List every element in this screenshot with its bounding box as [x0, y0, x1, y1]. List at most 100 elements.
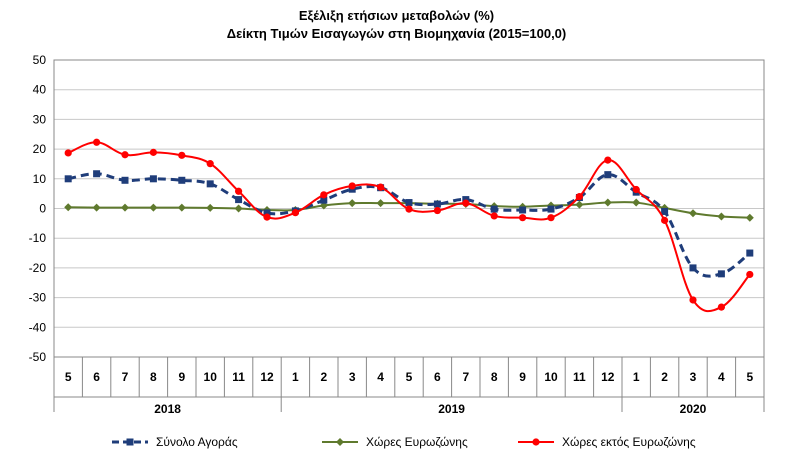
x-tick-label: 7: [462, 370, 469, 384]
data-point: [263, 209, 271, 217]
y-tick-label: 0: [39, 202, 46, 216]
data-point: [746, 270, 754, 279]
x-tick-label: 5: [406, 370, 413, 384]
chart-title: Εξέλιξη ετήσιων μεταβολών (%): [298, 8, 495, 23]
x-tick-label: 11: [573, 370, 586, 384]
data-point: [547, 205, 555, 213]
data-point: [632, 185, 640, 194]
legend-label: Χώρες Ευρωζώνης: [366, 435, 468, 449]
data-point: [320, 191, 328, 199]
legend-label: Χώρες εκτός Ευρωζώνης: [562, 435, 696, 449]
data-point: [717, 303, 726, 311]
x-tick-label: 6: [93, 370, 100, 384]
legend-marker: [336, 438, 344, 446]
data-point: [263, 213, 271, 221]
data-point: [206, 160, 214, 168]
data-point: [206, 180, 214, 188]
x-tick-label: 5: [746, 370, 753, 384]
data-point: [603, 198, 612, 207]
data-point: [93, 170, 101, 178]
data-point: [661, 216, 669, 224]
x-tick-label: 12: [260, 370, 274, 384]
y-tick-label: -20: [29, 261, 47, 275]
data-point: [575, 200, 584, 209]
data-point: [717, 270, 725, 278]
data-point: [177, 203, 186, 212]
data-point: [235, 187, 243, 195]
x-tick-label: 10: [204, 370, 218, 384]
x-tick-label: 4: [377, 370, 384, 384]
x-tick-label: 5: [65, 370, 72, 384]
x-tick-label: 3: [349, 370, 356, 384]
series-line: [67, 141, 751, 313]
y-tick-label: -30: [29, 291, 47, 305]
data-point: [519, 206, 527, 214]
data-point: [291, 209, 299, 217]
x-tick-label: 11: [232, 370, 245, 384]
y-tick-label: 10: [33, 172, 47, 186]
data-point: [433, 206, 441, 215]
x-tick-label: 9: [178, 370, 185, 384]
data-point: [604, 171, 612, 179]
data-point: [632, 198, 641, 207]
x-tick-label: 2: [320, 370, 327, 384]
x-tick-label: 12: [601, 370, 615, 384]
x-tick-label: 2: [661, 370, 668, 384]
data-point: [178, 176, 186, 184]
data-point: [689, 209, 697, 218]
data-point: [661, 207, 669, 215]
x-tick-label: 1: [633, 370, 640, 384]
data-point: [234, 204, 243, 213]
data-point: [178, 151, 186, 159]
x-tick-label: 7: [122, 370, 129, 384]
y-tick-label: -50: [29, 350, 47, 364]
data-point: [604, 156, 612, 164]
x-tick-label: 1: [292, 370, 299, 384]
x-tick-label: 4: [718, 370, 725, 384]
year-label: 2018: [154, 402, 181, 416]
data-point: [689, 296, 697, 304]
data-point: [121, 203, 129, 212]
data-point: [377, 183, 385, 191]
year-label: 2019: [438, 402, 465, 416]
x-tick-label: 6: [434, 370, 441, 384]
y-tick-label: -40: [29, 320, 47, 334]
legend-marker: [532, 438, 540, 446]
y-tick-label: 30: [33, 112, 47, 126]
data-point: [320, 196, 328, 204]
data-point: [717, 212, 726, 221]
data-point: [405, 205, 413, 213]
data-point: [206, 203, 215, 212]
series-line: [67, 172, 751, 278]
data-point: [405, 199, 413, 207]
y-tick-label: 40: [33, 83, 47, 97]
data-point: [149, 175, 157, 183]
data-point: [348, 199, 357, 208]
data-point: [64, 149, 72, 157]
data-point: [64, 175, 72, 183]
legend-label: Σύνολο Αγοράς: [156, 435, 238, 449]
data-point: [547, 214, 555, 222]
data-point: [490, 212, 498, 220]
x-tick-label: 3: [690, 370, 697, 384]
legend-marker: [126, 438, 134, 446]
data-point: [490, 205, 498, 213]
data-point: [745, 213, 754, 222]
x-tick-label: 8: [150, 370, 157, 384]
data-point: [64, 203, 73, 212]
data-point: [121, 176, 129, 184]
y-tick-label: -10: [29, 231, 47, 245]
x-tick-label: 9: [519, 370, 526, 384]
year-label: 2020: [680, 402, 707, 416]
data-point: [575, 193, 584, 201]
data-point: [376, 199, 385, 208]
x-tick-label: 10: [544, 370, 558, 384]
chart-subtitle: Δείκτη Τιμών Εισαγωγών στη Βιομηχανία (2…: [226, 26, 567, 41]
data-point: [149, 203, 158, 212]
data-point: [235, 196, 243, 204]
data-point: [149, 148, 157, 156]
data-point: [689, 264, 697, 272]
data-point: [462, 199, 470, 207]
